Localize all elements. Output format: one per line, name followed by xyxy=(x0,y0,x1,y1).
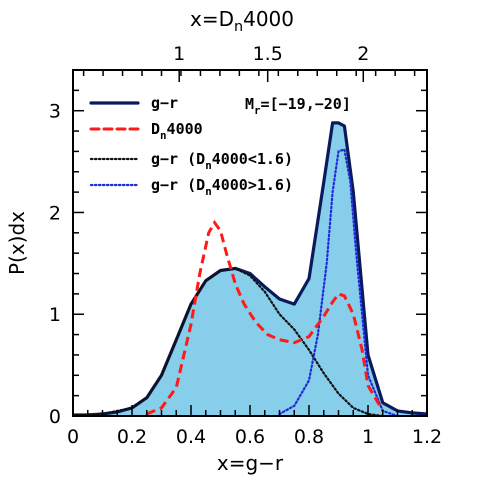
series-line-dn4000 xyxy=(146,219,385,416)
x-tick-label: 0.6 xyxy=(235,426,265,448)
top-x-tick-label: 1 xyxy=(173,43,185,65)
legend-label: g−r xyxy=(151,94,178,112)
legend-label: g−r (Dn4000<1.6) xyxy=(151,150,293,172)
x-tick-label: 0.8 xyxy=(294,426,324,448)
top-x-tick-label: 1.5 xyxy=(253,43,283,65)
series-line-g-r-dn4000-high xyxy=(278,147,399,418)
y-tick-label: 2 xyxy=(49,202,61,224)
x-tick-label: 0.2 xyxy=(117,426,147,448)
y-axis-title: P(x)dx xyxy=(5,211,29,275)
legend-label: g−r (Dn4000>1.6) xyxy=(151,176,293,198)
top-x-tick-label: 2 xyxy=(357,43,369,65)
top-x-axis-title: x=Dn4000 xyxy=(190,7,294,35)
y-tick-label: 3 xyxy=(49,101,61,123)
x-tick-label: 1.2 xyxy=(412,426,442,448)
x-tick-label: 0.4 xyxy=(176,426,206,448)
g-r-area-fill xyxy=(73,122,427,417)
series-line-g-r-dn4000-low xyxy=(71,267,384,418)
magnitude-annotation: Mr=[−19,−20] xyxy=(245,95,351,117)
x-tick-label: 1 xyxy=(362,426,374,448)
y-tick-label: 1 xyxy=(49,304,61,326)
y-tick-label: 0 xyxy=(49,406,61,428)
x-axis-title: x=g−r xyxy=(217,451,284,475)
legend-label: Dn4000 xyxy=(151,120,203,142)
x-tick-label: 0 xyxy=(67,426,79,448)
